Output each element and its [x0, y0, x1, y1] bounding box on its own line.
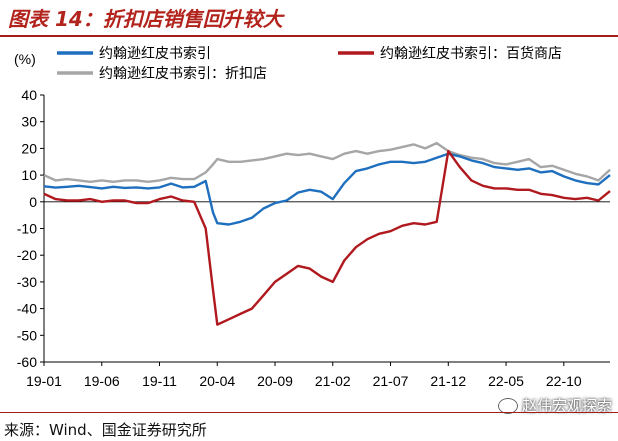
y-tick-label: -30 — [17, 274, 37, 290]
legend-label: 约翰逊红皮书索引：百货商店 — [380, 45, 562, 61]
x-tick-label: 21-07 — [373, 373, 409, 389]
y-tick-label: -10 — [17, 221, 37, 237]
watermark-text: 赵伟宏观探索 — [521, 397, 612, 415]
title-divider — [0, 35, 618, 37]
x-tick-label: 19-01 — [26, 373, 62, 389]
legend-label: 约翰逊红皮书索引 — [99, 45, 211, 61]
series-line-1 — [43, 152, 611, 226]
source-divider — [0, 412, 618, 413]
x-tick-label: 20-09 — [257, 373, 293, 389]
x-tick-label: 21-12 — [430, 373, 466, 389]
watermark: 赵伟宏观探索 — [497, 395, 612, 416]
wechat-icon — [497, 397, 518, 414]
y-tick-label: -40 — [17, 301, 37, 317]
y-tick-label: 20 — [21, 140, 37, 156]
y-tick-label: -60 — [17, 354, 37, 370]
series-line-3 — [43, 141, 611, 183]
legend-label: 约翰逊红皮书索引：折扣店 — [99, 65, 267, 81]
y-tick-label: -50 — [17, 327, 37, 343]
axes: -60 -50 -40 -30 -20 -10 0 10 20 30 40 19-01 19-06 19-… — [17, 87, 610, 389]
source-note: 来源：Wind、国金证券研究所 — [4, 421, 207, 439]
y-tick-label: 10 — [21, 167, 37, 183]
x-tick-label: 22-10 — [546, 373, 582, 389]
series-lines — [43, 141, 611, 326]
series-line-2 — [43, 149, 611, 326]
y-axis-label: (%) — [14, 51, 36, 67]
x-tick-label: 21-02 — [315, 373, 351, 389]
x-tick-label: 19-11 — [142, 373, 177, 389]
x-tick-label: 22-05 — [488, 373, 524, 389]
y-tick-label: 30 — [21, 114, 37, 130]
y-tick-label: 0 — [29, 194, 37, 210]
x-tick-label: 19-06 — [84, 373, 120, 389]
x-tick-label: 20-04 — [199, 373, 235, 389]
y-tick-label: 40 — [21, 87, 37, 103]
figure-title: 图表 14：折扣店销售回升较大 — [8, 7, 283, 31]
y-tick-label: -20 — [17, 247, 37, 263]
